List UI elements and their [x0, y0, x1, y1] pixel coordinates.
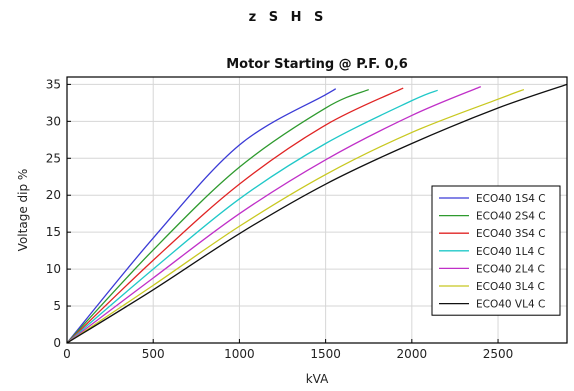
x-tick-label: 2000 — [397, 347, 428, 361]
series-line-2 — [66, 88, 369, 344]
series-lines — [66, 83, 568, 344]
series-line-5 — [66, 86, 482, 344]
y-tick-label: 10 — [46, 262, 61, 276]
chart-title: Motor Starting @ P.F. 0,6 — [226, 57, 408, 72]
legend-entry-label: ECO40 2L4 C — [476, 263, 545, 275]
y-axis-label: Voltage dip % — [16, 169, 30, 252]
x-tick-label: 0 — [63, 347, 71, 361]
y-tick-label: 25 — [46, 151, 61, 165]
series-line-7 — [66, 83, 568, 344]
legend-entry-label: ECO40 1L4 C — [476, 246, 545, 258]
legend-entry-label: ECO40 3L4 C — [476, 281, 545, 293]
page-header-text: z S H S — [248, 10, 326, 25]
legend: ECO40 1S4 C ECO40 2S4 C ECO40 3S4 C ECO40 1… — [431, 185, 561, 316]
legend-entry-label: ECO40 3S4 C — [476, 228, 546, 240]
legend-entry-label: ECO40 VL4 C — [476, 299, 545, 311]
series-line-4 — [66, 89, 438, 344]
legend-entry-label: ECO40 2S4 C — [476, 211, 546, 223]
y-tick-label: 0 — [53, 336, 61, 350]
x-tick-label: 500 — [142, 347, 165, 361]
y-tick-label: 30 — [46, 114, 61, 128]
y-tick-label: 15 — [46, 225, 61, 239]
series-line-3 — [66, 87, 404, 344]
y-tick-label: 35 — [46, 77, 61, 91]
y-tick-label: 5 — [53, 299, 61, 313]
x-tick-label: 1500 — [310, 347, 341, 361]
plot-frame — [66, 76, 568, 344]
series-line-6 — [66, 88, 525, 344]
x-tick-label: 1000 — [224, 347, 255, 361]
series-line-1 — [66, 88, 336, 344]
grid — [67, 77, 567, 343]
legend-entry-label: ECO40 1S4 C — [476, 193, 546, 205]
x-tick-label: 2500 — [483, 347, 514, 361]
y-tick-label: 20 — [46, 188, 61, 202]
x-axis-label: kVA — [306, 372, 329, 386]
axis-ticks: 0 500 1000 1500 2000 2500 0 5 10 15 20 25 30 35 — [46, 77, 514, 361]
